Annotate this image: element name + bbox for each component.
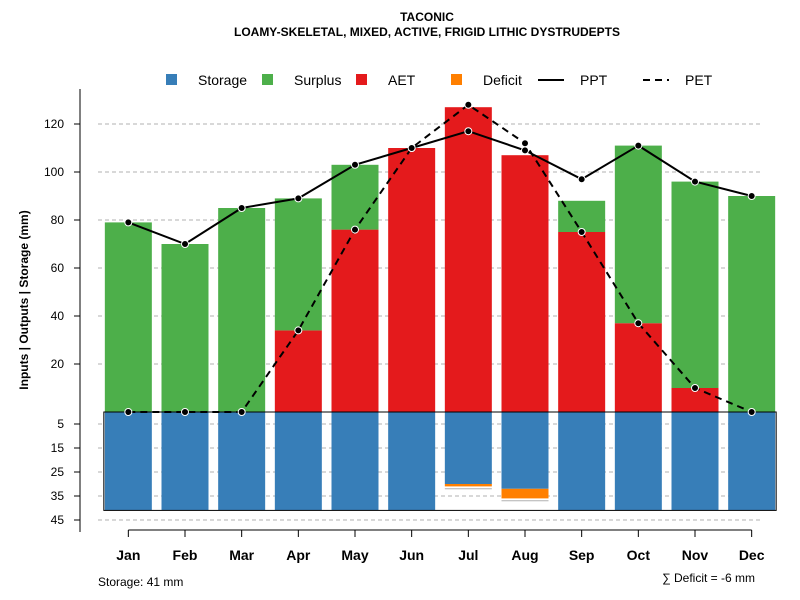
- y-tick-label-top-4: 100: [44, 165, 64, 179]
- storage-bar-feb: [161, 412, 209, 511]
- y-tick-label-bottom-4: 45: [51, 513, 65, 527]
- y-tick-label-top-0: 20: [51, 357, 65, 371]
- storage-capacity-outline: [103, 411, 777, 511]
- legend-label-pet: PET: [685, 72, 713, 88]
- chart-subtitle: LOAMY-SKELETAL, MIXED, ACTIVE, FRIGID LI…: [234, 25, 620, 39]
- legend-swatch-aet: [356, 74, 367, 85]
- legend-label-surplus: Surplus: [294, 72, 341, 88]
- surplus-bar-oct: [614, 145, 662, 324]
- pet-point-oct: [634, 319, 643, 328]
- pet-point-feb: [181, 408, 189, 416]
- x-tick-label-sep: Sep: [569, 547, 595, 563]
- ppt-point-aug: [521, 146, 529, 155]
- deficit-footer: ∑ Deficit = -6 mm: [662, 571, 755, 585]
- x-tick-label-jan: Jan: [116, 547, 140, 563]
- pet-point-mar: [237, 408, 246, 416]
- x-tick-label-dec: Dec: [739, 547, 765, 563]
- storage-bar-may: [331, 412, 379, 511]
- axes-layer: 20 40 60 80 100 120 5 15 25 35 45 Jan Feb Mar Apr May Ju…: [44, 89, 765, 563]
- y-tick-label-top-2: 60: [51, 261, 65, 275]
- surplus-bar-feb: [161, 244, 209, 412]
- y-tick-label-bottom-1: 15: [51, 441, 65, 455]
- storage-bar-aug: [501, 412, 549, 489]
- x-tick-label-nov: Nov: [682, 547, 709, 563]
- x-tick-label-mar: Mar: [229, 547, 254, 563]
- surplus-bar-may: [331, 164, 379, 230]
- y-tick-label-bottom-0: 5: [57, 417, 64, 431]
- surplus-bar-nov: [671, 181, 719, 388]
- pet-line: [128, 103, 753, 413]
- x-tick-label-may: May: [341, 547, 368, 563]
- y-tick-label-bottom-2: 25: [51, 465, 65, 479]
- storage-bar-jul: [444, 412, 492, 484]
- pet-point-may: [351, 225, 359, 234]
- pet-point-aug: [521, 139, 529, 148]
- pet-point-dec: [747, 408, 756, 416]
- deficit-bar-aug: [501, 488, 549, 499]
- ppt-point-jul: [464, 127, 473, 136]
- ppt-point-dec: [747, 192, 756, 200]
- ppt-point-apr: [294, 194, 303, 203]
- aet-bar-jun: [388, 148, 436, 412]
- aet-bar-sep: [558, 232, 606, 412]
- surplus-bar-dec: [728, 196, 776, 412]
- bars-layer: [103, 107, 777, 511]
- x-tick-label-feb: Feb: [173, 547, 198, 563]
- storage-bar-dec: [728, 412, 776, 511]
- pet-point-sep: [577, 228, 586, 236]
- ppt-point-oct: [634, 141, 643, 150]
- surplus-bar-apr: [274, 198, 322, 331]
- ppt-point-mar: [237, 204, 246, 212]
- x-tick-label-jul: Jul: [458, 547, 478, 563]
- legend: Storage Surplus AET Deficit PPT PET: [166, 72, 713, 88]
- ppt-point-jun: [407, 144, 416, 152]
- legend-label-storage: Storage: [198, 72, 247, 88]
- aet-bar-jul: [444, 107, 492, 412]
- ppt-point-feb: [181, 240, 189, 248]
- legend-label-aet: AET: [388, 72, 416, 88]
- aet-bar-oct: [614, 323, 662, 412]
- y-axis-label: Inputs | Outputs | Storage (mm): [17, 210, 31, 389]
- legend-swatch-storage: [166, 74, 177, 85]
- y-tick-label-top-5: 120: [44, 117, 64, 131]
- storage-bar-jun: [388, 412, 436, 511]
- surplus-bar-mar: [218, 208, 266, 412]
- ppt-point-may: [351, 160, 359, 169]
- pet-point-nov: [691, 384, 699, 392]
- storage-bar-nov: [671, 412, 719, 511]
- y-tick-label-bottom-3: 35: [51, 489, 65, 503]
- ppt-point-nov: [691, 177, 699, 186]
- legend-swatch-deficit: [451, 74, 462, 85]
- chart-title: TACONIC: [400, 10, 454, 24]
- ppt-point-sep: [577, 175, 586, 184]
- storage-footer: Storage: 41 mm: [98, 575, 183, 589]
- storage-bar-sep: [558, 412, 606, 511]
- x-tick-label-aug: Aug: [511, 547, 538, 563]
- aet-bar-may: [331, 229, 379, 412]
- storage-bar-oct: [614, 412, 662, 511]
- ppt-line: [127, 130, 752, 246]
- deficit-bar-jul: [444, 484, 492, 487]
- pet-point-apr: [294, 326, 303, 335]
- pet-point-jan: [124, 408, 133, 416]
- legend-swatch-surplus: [262, 74, 273, 85]
- y-tick-label-top-3: 80: [51, 213, 65, 227]
- surplus-bar-jan: [104, 222, 152, 412]
- legend-label-deficit: Deficit: [483, 72, 522, 88]
- ppt-point-jan: [124, 218, 133, 227]
- y-tick-label-top-1: 40: [51, 309, 65, 323]
- pet-point-jul: [464, 100, 473, 109]
- lines-layer: [124, 100, 756, 416]
- aet-bar-aug: [501, 155, 549, 412]
- x-tick-label-apr: Apr: [286, 547, 311, 563]
- x-tick-label-oct: Oct: [627, 547, 651, 563]
- x-tick-label-jun: Jun: [399, 547, 424, 563]
- storage-bar-apr: [274, 412, 322, 511]
- storage-bar-mar: [218, 412, 266, 511]
- legend-label-ppt: PPT: [580, 72, 608, 88]
- storage-bar-jan: [104, 412, 152, 511]
- aet-bar-apr: [274, 330, 322, 412]
